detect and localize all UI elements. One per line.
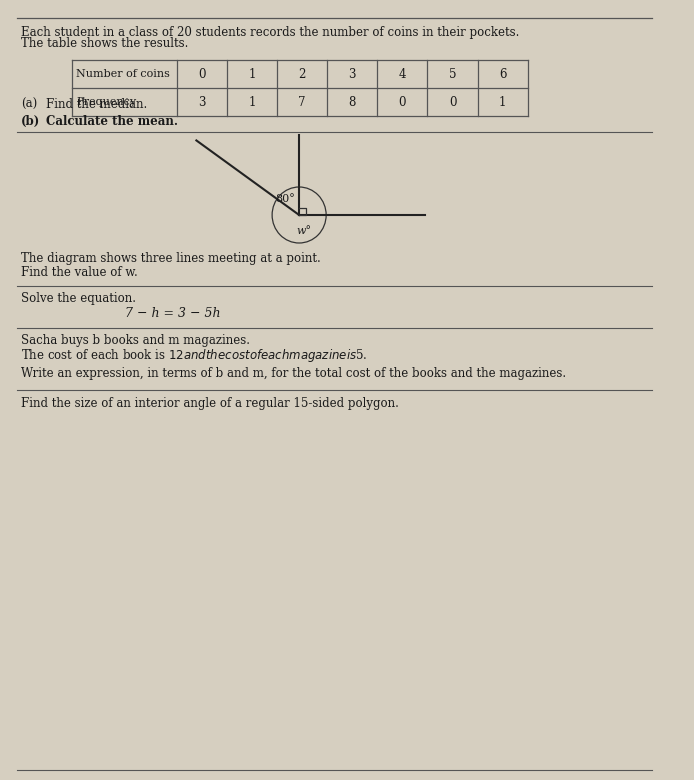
Text: The table shows the results.: The table shows the results.: [22, 37, 189, 50]
Text: 6: 6: [499, 68, 507, 80]
Text: Solve the equation.: Solve the equation.: [22, 292, 136, 305]
Text: 3: 3: [348, 68, 356, 80]
Text: (b): (b): [22, 115, 40, 128]
Text: Number of coins: Number of coins: [76, 69, 170, 79]
Text: Each student in a class of 20 students records the number of coins in their pock: Each student in a class of 20 students r…: [22, 26, 520, 39]
Text: The cost of each book is $12 and the cost of each magazine is $5.: The cost of each book is $12 and the cos…: [22, 347, 368, 364]
Text: 4: 4: [398, 68, 406, 80]
Text: 1: 1: [248, 95, 255, 108]
Text: 1: 1: [248, 68, 255, 80]
Text: 7 − h = 3 − 5h: 7 − h = 3 − 5h: [126, 307, 221, 320]
Text: w°: w°: [296, 226, 312, 236]
Text: Find the median.: Find the median.: [46, 98, 148, 111]
Text: 3: 3: [198, 95, 205, 108]
Text: Sacha buys b books and m magazines.: Sacha buys b books and m magazines.: [22, 334, 251, 347]
Text: Write an expression, in terms of b and m, for the total cost of the books and th: Write an expression, in terms of b and m…: [22, 367, 566, 380]
Text: 0: 0: [398, 95, 406, 108]
Text: Find the size of an interior angle of a regular 15-sided polygon.: Find the size of an interior angle of a …: [22, 397, 399, 410]
Text: 7: 7: [298, 95, 306, 108]
Text: 0: 0: [198, 68, 205, 80]
Text: 0: 0: [449, 95, 457, 108]
Text: 80°: 80°: [275, 194, 294, 204]
Text: 5: 5: [449, 68, 457, 80]
Text: Frequency: Frequency: [76, 97, 136, 107]
Text: 1: 1: [499, 95, 507, 108]
Text: 8: 8: [348, 95, 356, 108]
Text: 2: 2: [298, 68, 306, 80]
Text: Calculate the mean.: Calculate the mean.: [46, 115, 178, 128]
Text: (a): (a): [22, 98, 37, 111]
Text: Find the value of w.: Find the value of w.: [22, 266, 138, 279]
Text: The diagram shows three lines meeting at a point.: The diagram shows three lines meeting at…: [22, 252, 321, 265]
